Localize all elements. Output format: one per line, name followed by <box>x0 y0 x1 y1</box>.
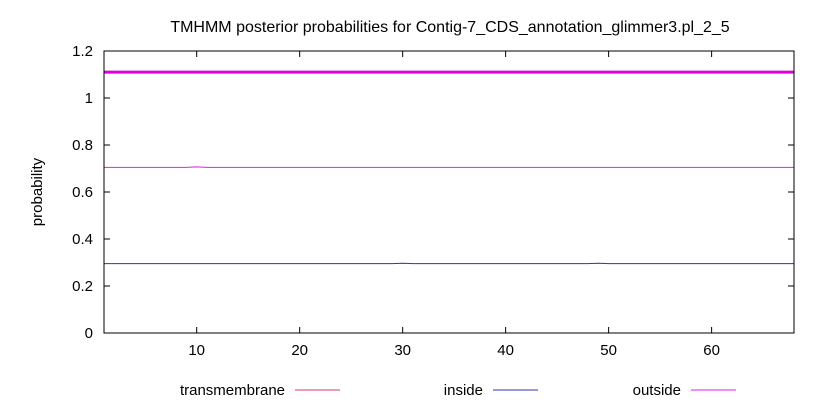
y-tick-label: 0.6 <box>72 184 93 201</box>
legend-label-transmembrane: transmembrane <box>180 382 285 399</box>
y-tick-label: 1.2 <box>72 43 93 60</box>
plot-frame <box>103 50 795 334</box>
y-tick-label: 0.8 <box>72 137 93 154</box>
x-tick-label: 30 <box>394 342 411 359</box>
legend: transmembrane inside outside <box>180 382 736 399</box>
x-tick-label: 60 <box>703 342 720 359</box>
plot-area: 0 0.2 0.4 0.6 0.8 1 1.2 10 20 30 40 50 60 <box>72 43 795 359</box>
y-tick-label: 0.4 <box>72 231 93 248</box>
x-tick-label: 20 <box>291 342 308 359</box>
legend-label-inside: inside <box>444 382 483 399</box>
x-tick-label: 50 <box>600 342 617 359</box>
legend-label-outside: outside <box>633 382 681 399</box>
x-tick-label: 40 <box>497 342 514 359</box>
chart-title: TMHMM posterior probabilities for Contig… <box>170 19 729 36</box>
y-axis-label: probability <box>29 157 46 226</box>
y-tick-label: 1 <box>85 90 93 107</box>
y-tick-label: 0.2 <box>72 278 93 295</box>
y-tick-label: 0 <box>85 325 93 342</box>
x-tick-label: 10 <box>188 342 205 359</box>
